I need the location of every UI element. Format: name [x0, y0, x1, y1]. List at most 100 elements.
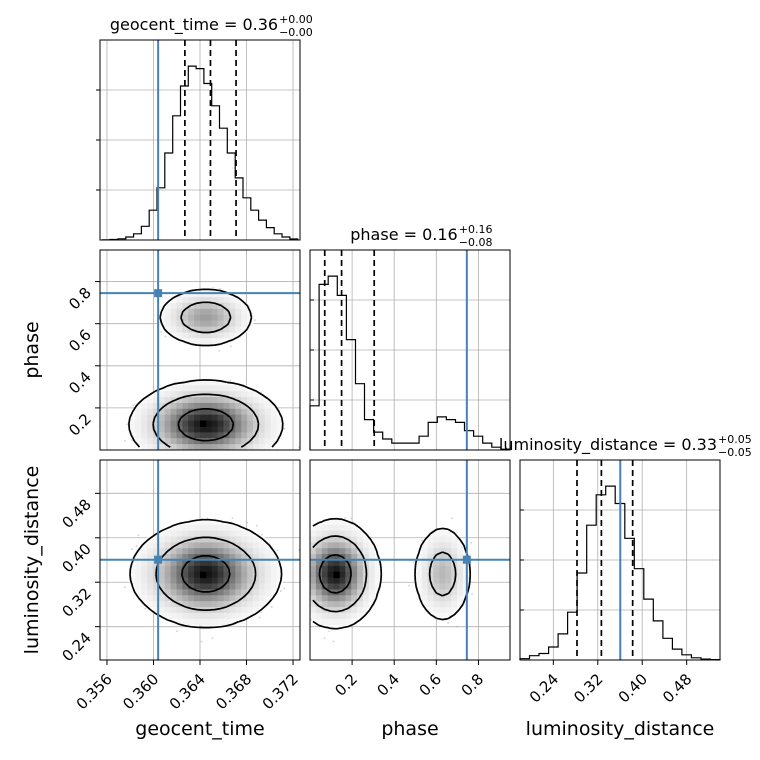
density-cell	[252, 414, 260, 421]
density-cell	[141, 397, 148, 404]
density-cell	[188, 338, 195, 345]
density-cell	[194, 338, 201, 345]
density-cell	[223, 385, 230, 392]
density-cell	[247, 444, 254, 450]
density-cell	[205, 414, 213, 421]
density-cell	[147, 444, 154, 450]
density-cell	[152, 414, 160, 421]
density-cell	[223, 297, 230, 304]
density-cell	[235, 414, 242, 421]
density-cell	[205, 332, 213, 339]
density-cell	[188, 426, 195, 433]
density-cell	[158, 314, 166, 321]
density-cell	[152, 402, 160, 410]
density-cell	[229, 326, 236, 333]
density-cell	[141, 432, 148, 439]
density-cell	[229, 444, 236, 450]
density-cell	[252, 426, 260, 433]
density-cell	[176, 414, 183, 421]
density-cell	[241, 326, 248, 333]
density-cell	[241, 402, 248, 410]
density-cell	[188, 444, 195, 450]
density-cell	[229, 302, 236, 310]
density-cell	[164, 414, 171, 421]
density-cell	[141, 426, 148, 433]
density-cell	[211, 332, 219, 339]
density-cell	[194, 444, 201, 450]
density-cell	[247, 414, 254, 421]
density-cell	[247, 314, 254, 321]
density-cell	[205, 314, 213, 321]
scatter-point	[131, 548, 133, 550]
density-cell	[188, 420, 195, 427]
density-cell	[176, 320, 183, 327]
density-cell	[252, 402, 260, 410]
density-cell	[211, 438, 219, 445]
density-cell	[182, 408, 189, 416]
density-cell	[176, 444, 183, 450]
density-cell	[235, 444, 242, 450]
density-cell	[241, 432, 248, 439]
density-cell	[264, 402, 271, 410]
density-cell	[241, 414, 248, 421]
density-cell	[147, 432, 154, 439]
density-cell	[135, 432, 142, 439]
density-cell	[164, 385, 171, 392]
density-cell	[182, 414, 189, 421]
density-cell	[229, 426, 236, 433]
density-cell	[205, 326, 213, 333]
density-cell	[217, 402, 224, 410]
density-cell	[217, 391, 224, 398]
density-cell	[170, 391, 177, 398]
density-cell	[200, 291, 207, 298]
density-cell	[223, 314, 230, 321]
density-cell	[194, 426, 201, 433]
density-cell	[147, 402, 154, 410]
density-cell	[264, 408, 271, 416]
density-cell	[223, 308, 230, 316]
density-cell	[188, 291, 195, 298]
density-cell	[258, 414, 266, 421]
density-cell	[188, 332, 195, 339]
density-cell	[276, 420, 283, 427]
density-cell	[194, 432, 201, 439]
density-cell	[176, 326, 183, 333]
density-cell	[194, 297, 201, 304]
density-cell	[170, 444, 177, 450]
density-cell	[270, 408, 277, 416]
density-cell	[194, 326, 201, 333]
density-cell	[200, 426, 207, 433]
density-cell	[217, 308, 224, 316]
density-cell	[200, 444, 207, 450]
density-cell	[194, 397, 201, 404]
scatter-point	[258, 616, 261, 619]
density-cell	[170, 314, 177, 321]
density-cell	[200, 326, 207, 333]
density-cell	[223, 420, 230, 427]
density-cell	[252, 420, 260, 427]
density-cell	[152, 391, 160, 398]
density-cell	[152, 426, 160, 433]
density-cell	[135, 426, 142, 433]
density-cell	[200, 302, 207, 310]
density-cell	[235, 402, 242, 410]
density-cell	[217, 426, 224, 433]
density-cell	[194, 314, 201, 321]
density-cell	[164, 320, 171, 327]
density-cell	[152, 438, 160, 445]
density-cell	[211, 414, 219, 421]
density-cell	[205, 291, 213, 298]
density-cell	[205, 297, 213, 304]
scatter-point	[261, 533, 263, 536]
density-cell	[223, 408, 230, 416]
panel-plot-area	[100, 287, 300, 450]
density-cell	[200, 414, 207, 421]
density-cell	[229, 438, 236, 445]
density-cell	[152, 408, 160, 416]
density-cell	[235, 332, 242, 339]
density-cell	[211, 385, 219, 392]
scatter-point	[283, 587, 286, 590]
density-cell	[211, 426, 219, 433]
scatter-point	[254, 319, 256, 322]
